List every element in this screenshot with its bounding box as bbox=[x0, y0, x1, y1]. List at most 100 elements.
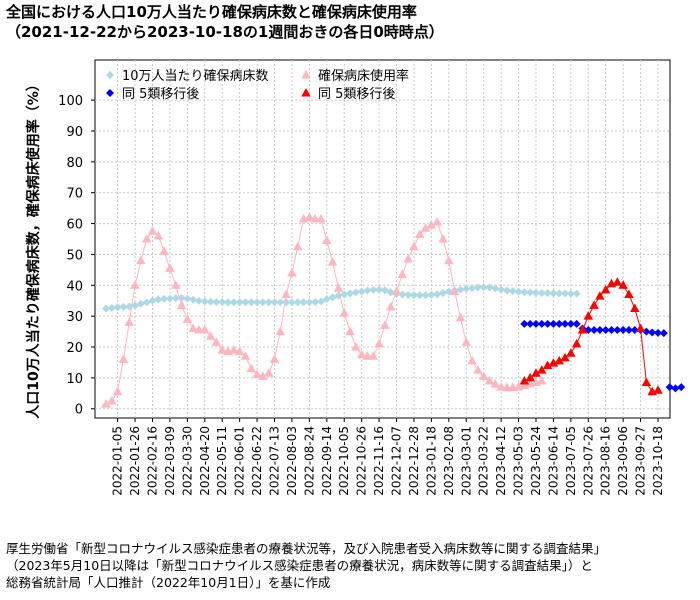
data-point bbox=[391, 286, 402, 295]
x-tick-label: 2022-08-03 bbox=[285, 426, 299, 496]
data-point bbox=[543, 289, 552, 298]
data-point bbox=[229, 298, 238, 307]
data-point bbox=[537, 289, 546, 298]
x-tick-label: 2022-09-14 bbox=[320, 426, 334, 496]
plot-marks bbox=[101, 212, 686, 408]
data-point bbox=[188, 323, 198, 332]
data-point bbox=[101, 399, 111, 408]
data-point bbox=[554, 355, 564, 365]
data-point bbox=[102, 304, 110, 313]
data-point bbox=[473, 283, 482, 292]
data-point bbox=[409, 291, 418, 300]
data-point bbox=[357, 287, 366, 296]
data-point bbox=[484, 375, 495, 385]
y-tick-label: 90 bbox=[66, 125, 83, 140]
data-point bbox=[374, 338, 384, 348]
data-point bbox=[635, 323, 646, 332]
data-point bbox=[246, 363, 257, 373]
source-note: 厚生労働省「新型コロナウイルス感染症患者の療養状況等，及び入院患者受入病床数等に… bbox=[6, 540, 606, 591]
data-point bbox=[130, 280, 140, 289]
legend-marker bbox=[301, 70, 311, 79]
y-tick-label: 70 bbox=[66, 187, 83, 202]
data-point bbox=[141, 234, 152, 243]
data-point bbox=[339, 308, 349, 317]
x-tick-label: 2023-10-18 bbox=[651, 426, 665, 496]
x-tick-label: 2022-10-26 bbox=[355, 426, 369, 496]
data-point bbox=[531, 319, 540, 328]
data-point bbox=[153, 230, 164, 240]
data-point bbox=[444, 255, 454, 265]
x-tick-label: 2023-07-26 bbox=[581, 426, 595, 496]
data-point bbox=[263, 368, 274, 377]
data-point bbox=[479, 283, 488, 292]
data-point bbox=[165, 294, 174, 303]
data-point bbox=[375, 285, 384, 294]
x-tick-label: 2022-01-26 bbox=[128, 426, 142, 496]
data-point bbox=[607, 326, 616, 335]
data-point bbox=[264, 298, 273, 307]
data-point bbox=[305, 298, 314, 307]
data-point bbox=[269, 354, 280, 363]
data-point bbox=[327, 257, 338, 266]
y-tick-label: 20 bbox=[66, 341, 83, 356]
y-tick-label: 40 bbox=[66, 279, 83, 294]
data-point bbox=[368, 351, 379, 360]
x-tick-label: 2023-03-22 bbox=[477, 426, 491, 496]
data-point bbox=[398, 290, 407, 299]
data-point bbox=[397, 269, 408, 278]
y-tick-label: 50 bbox=[66, 248, 83, 263]
data-point bbox=[543, 319, 552, 328]
data-point bbox=[619, 326, 628, 335]
data-point bbox=[561, 319, 570, 328]
legend-marker bbox=[106, 89, 114, 97]
x-tick-label: 2023-02-08 bbox=[442, 426, 456, 496]
data-point bbox=[653, 385, 663, 394]
series-2 bbox=[520, 319, 686, 393]
x-tick-label: 2023-09-06 bbox=[616, 426, 630, 496]
data-point bbox=[473, 365, 483, 374]
data-point bbox=[404, 290, 413, 299]
series-0 bbox=[102, 283, 581, 313]
data-point bbox=[642, 327, 651, 336]
data-point bbox=[293, 298, 302, 307]
data-point bbox=[403, 254, 413, 263]
data-point bbox=[490, 379, 501, 388]
data-point bbox=[566, 319, 575, 328]
data-point bbox=[369, 285, 378, 294]
data-point bbox=[571, 338, 582, 348]
data-point bbox=[462, 284, 471, 293]
data-point bbox=[235, 298, 244, 307]
data-point bbox=[224, 298, 233, 307]
x-tick-label: 2023-01-18 bbox=[424, 426, 438, 496]
data-point bbox=[148, 296, 157, 305]
data-point bbox=[171, 294, 180, 303]
series-3 bbox=[519, 277, 663, 396]
data-point bbox=[537, 375, 547, 385]
data-point bbox=[531, 368, 541, 377]
data-point bbox=[601, 326, 610, 335]
source-line2: （2023年5月10日以降は「新型コロナウイルス感染症患者の療養状況，病床数等に… bbox=[6, 558, 593, 573]
data-point bbox=[485, 283, 494, 292]
x-tick-label: 2022-05-11 bbox=[215, 426, 229, 496]
data-point bbox=[241, 298, 250, 307]
data-point bbox=[525, 372, 535, 382]
data-point bbox=[595, 326, 604, 335]
data-point bbox=[258, 371, 268, 380]
data-point bbox=[247, 298, 256, 307]
x-tick-label: 2023-07-05 bbox=[564, 426, 578, 496]
data-point bbox=[624, 326, 633, 335]
legend-marker bbox=[301, 88, 311, 97]
data-point bbox=[648, 328, 657, 337]
y-tick-label: 10 bbox=[66, 372, 83, 387]
data-point bbox=[432, 217, 442, 226]
data-point bbox=[555, 289, 564, 298]
data-point bbox=[461, 337, 472, 346]
data-point bbox=[229, 345, 239, 354]
data-point bbox=[165, 263, 175, 272]
legend-label: 同 5類移行後 bbox=[318, 87, 395, 102]
data-point bbox=[456, 285, 465, 294]
data-point bbox=[234, 346, 245, 356]
x-tick-label: 2022-06-01 bbox=[233, 426, 247, 496]
